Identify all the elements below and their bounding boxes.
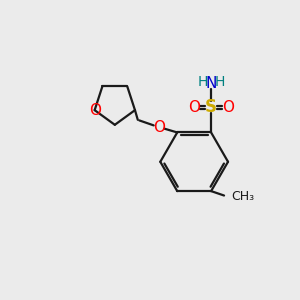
Text: H: H xyxy=(214,75,224,89)
Text: N: N xyxy=(206,76,217,91)
Text: CH₃: CH₃ xyxy=(231,190,254,203)
Text: O: O xyxy=(188,100,200,115)
Text: O: O xyxy=(222,100,234,115)
Text: H: H xyxy=(198,75,208,89)
Text: O: O xyxy=(153,120,165,135)
Text: S: S xyxy=(205,98,217,116)
Text: O: O xyxy=(89,103,101,118)
